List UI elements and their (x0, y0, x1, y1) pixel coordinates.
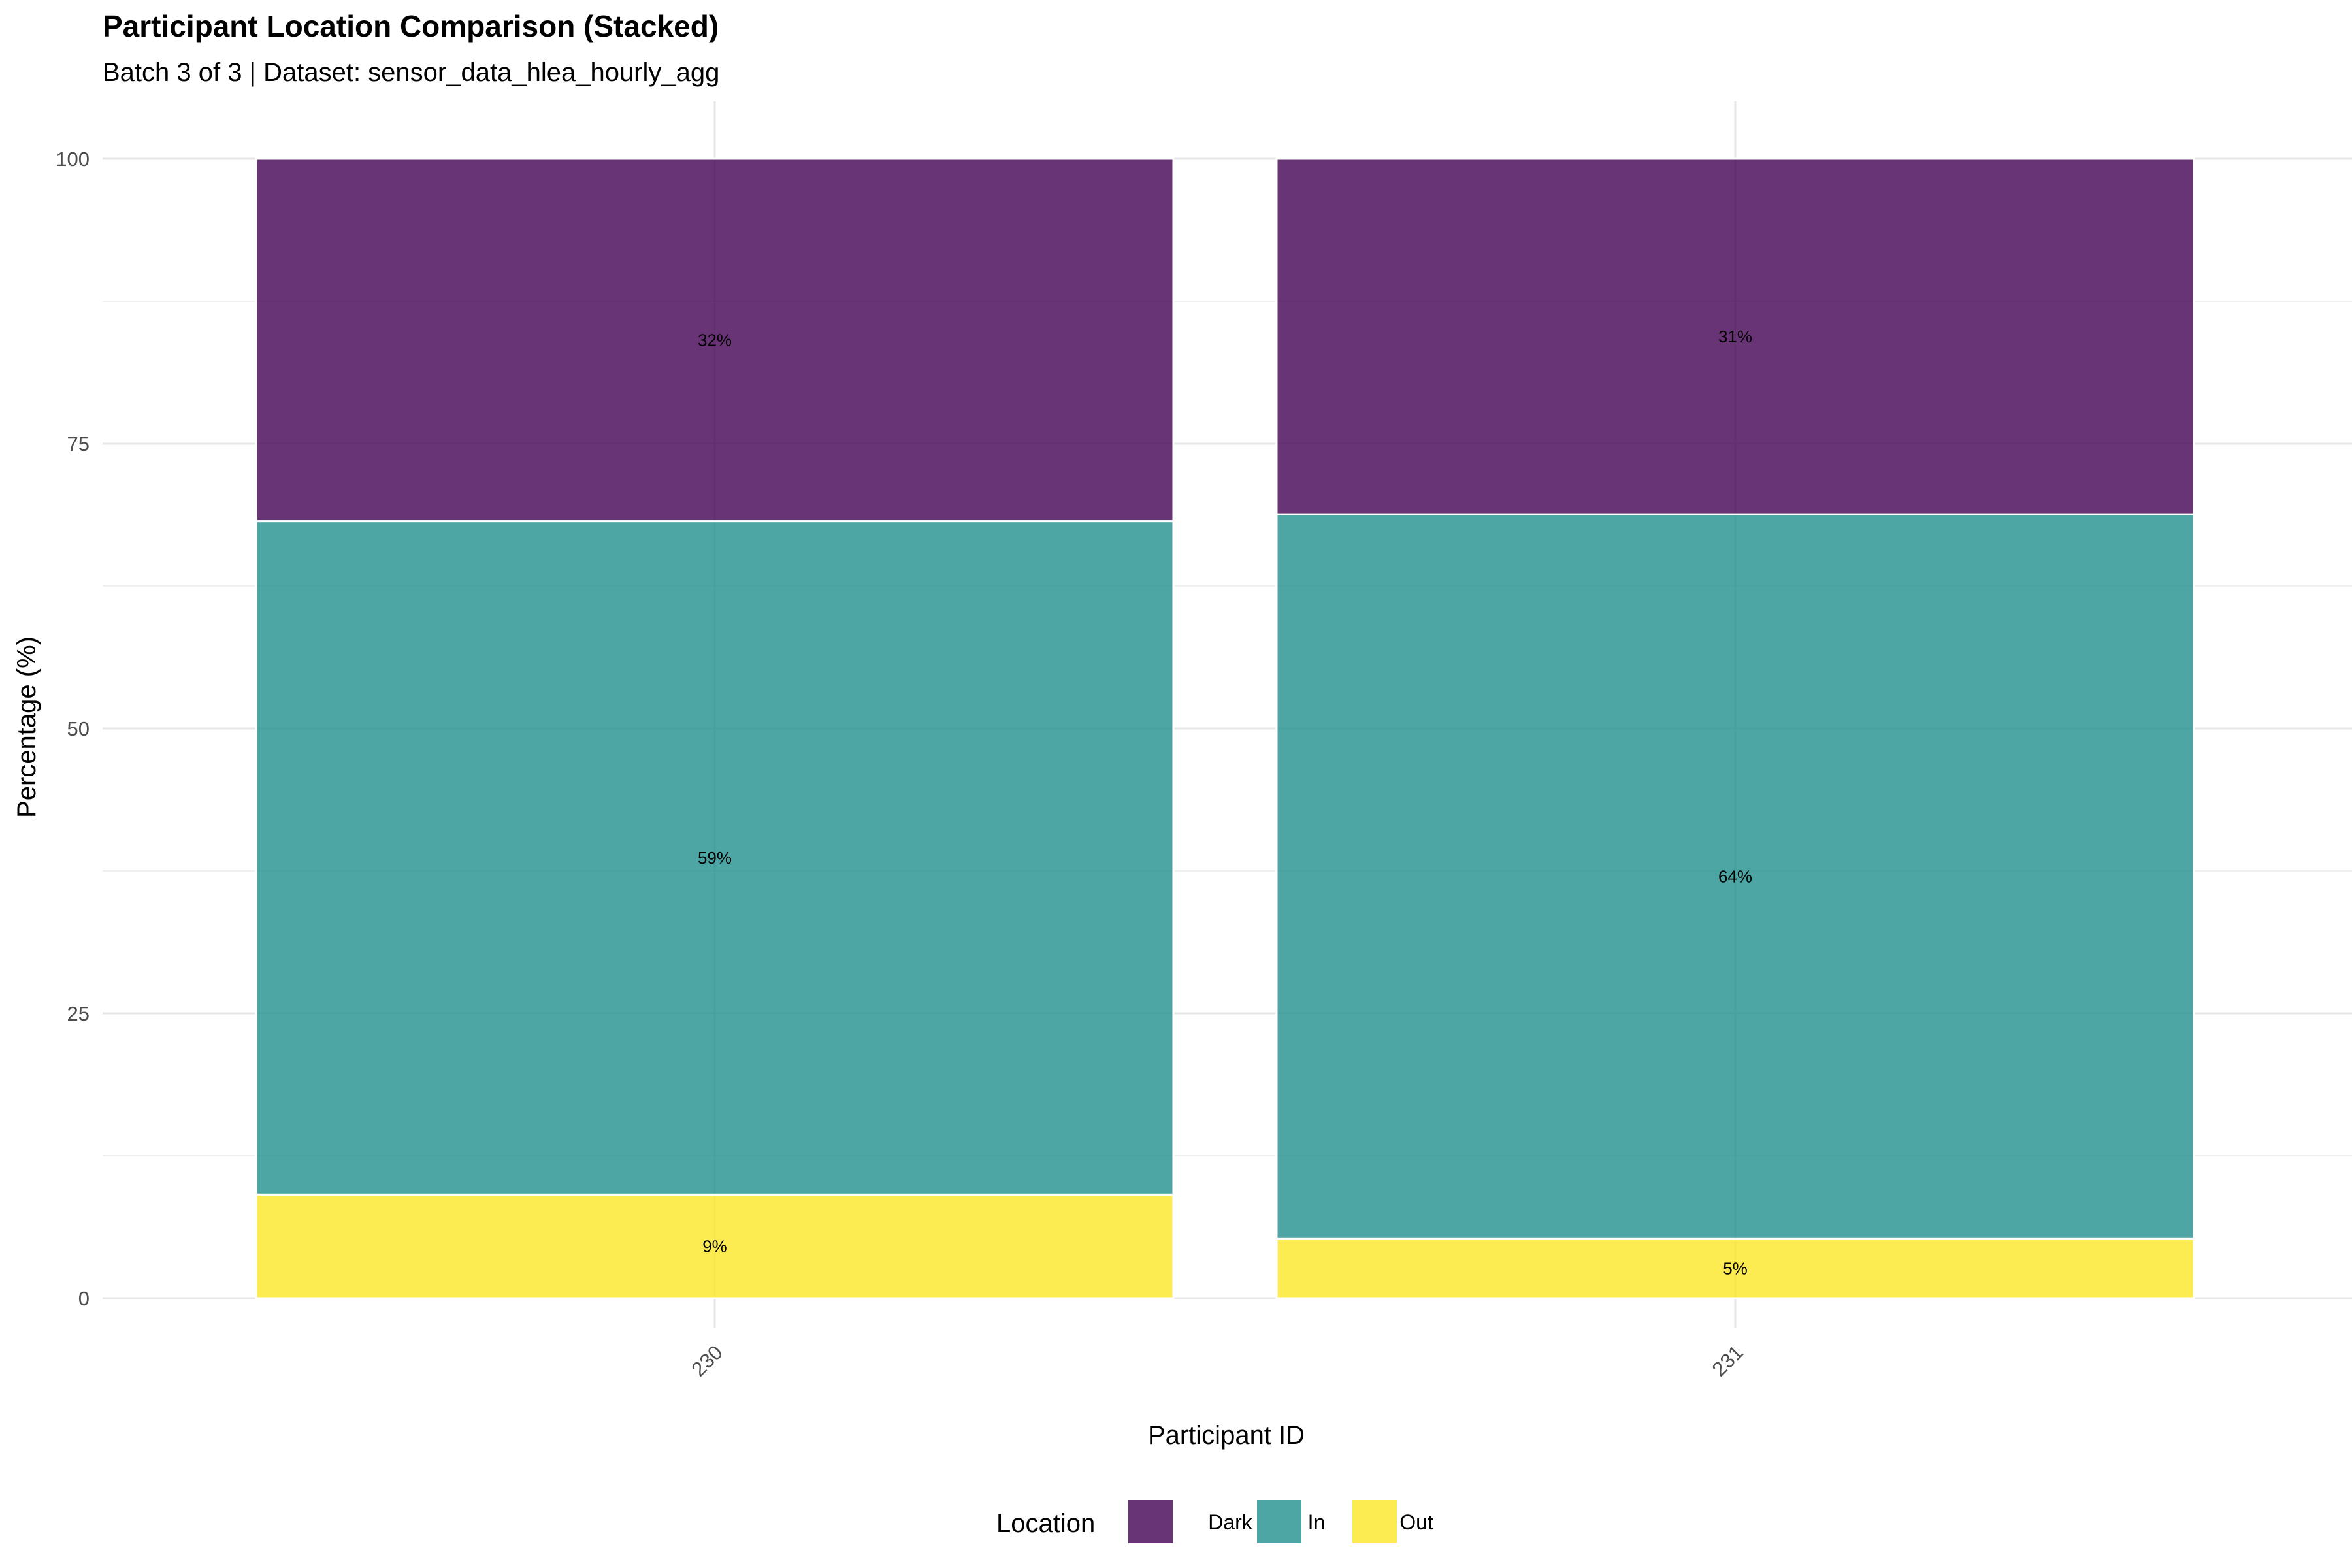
data-label-231-out: 5% (1723, 1259, 1748, 1279)
chart-title: Participant Location Comparison (Stacked… (103, 9, 719, 43)
data-label-231-dark: 31% (1718, 327, 1752, 346)
legend-label-in: In (1308, 1511, 1326, 1534)
bars (255, 157, 2195, 1299)
data-label-230-in: 59% (698, 848, 732, 868)
data-label-230-out: 9% (702, 1237, 727, 1256)
data-labels: 9% 59% 32% 5% 64% 31% (698, 327, 1752, 1279)
legend-key-dark (1128, 1500, 1173, 1543)
bar-230-in (255, 520, 1175, 1196)
legend-key-in (1257, 1500, 1301, 1543)
chart-subtitle: Batch 3 of 3 | Dataset: sensor_data_hlea… (103, 58, 719, 87)
data-label-230-dark: 32% (698, 330, 732, 350)
legend: Location Dark In Out (996, 1500, 1433, 1543)
legend-title: Location (996, 1509, 1095, 1538)
y-tick-label: 25 (67, 1002, 90, 1025)
legend-label-dark: Dark (1208, 1511, 1253, 1534)
x-tick-label: 230 (687, 1341, 727, 1380)
x-tick-label: 231 (1708, 1341, 1748, 1380)
bar-231-in (1275, 513, 2195, 1240)
legend-label-out: Out (1399, 1511, 1433, 1534)
y-axis: 0 25 50 75 100 (56, 148, 90, 1310)
y-tick-label: 75 (67, 433, 90, 455)
bar-231-dark (1275, 157, 2195, 515)
y-tick-label: 50 (67, 717, 90, 740)
y-tick-label: 0 (78, 1287, 90, 1310)
y-tick-label: 100 (56, 148, 90, 171)
x-axis: 230 231 (687, 1341, 1748, 1380)
y-axis-title: Percentage (%) (12, 636, 41, 818)
bar-230-out (255, 1193, 1175, 1299)
bar-231-out (1275, 1237, 2195, 1299)
x-axis-title: Participant ID (1148, 1421, 1305, 1450)
legend-key-out (1352, 1500, 1397, 1543)
data-label-231-in: 64% (1718, 867, 1752, 887)
bar-230-dark (255, 157, 1175, 523)
